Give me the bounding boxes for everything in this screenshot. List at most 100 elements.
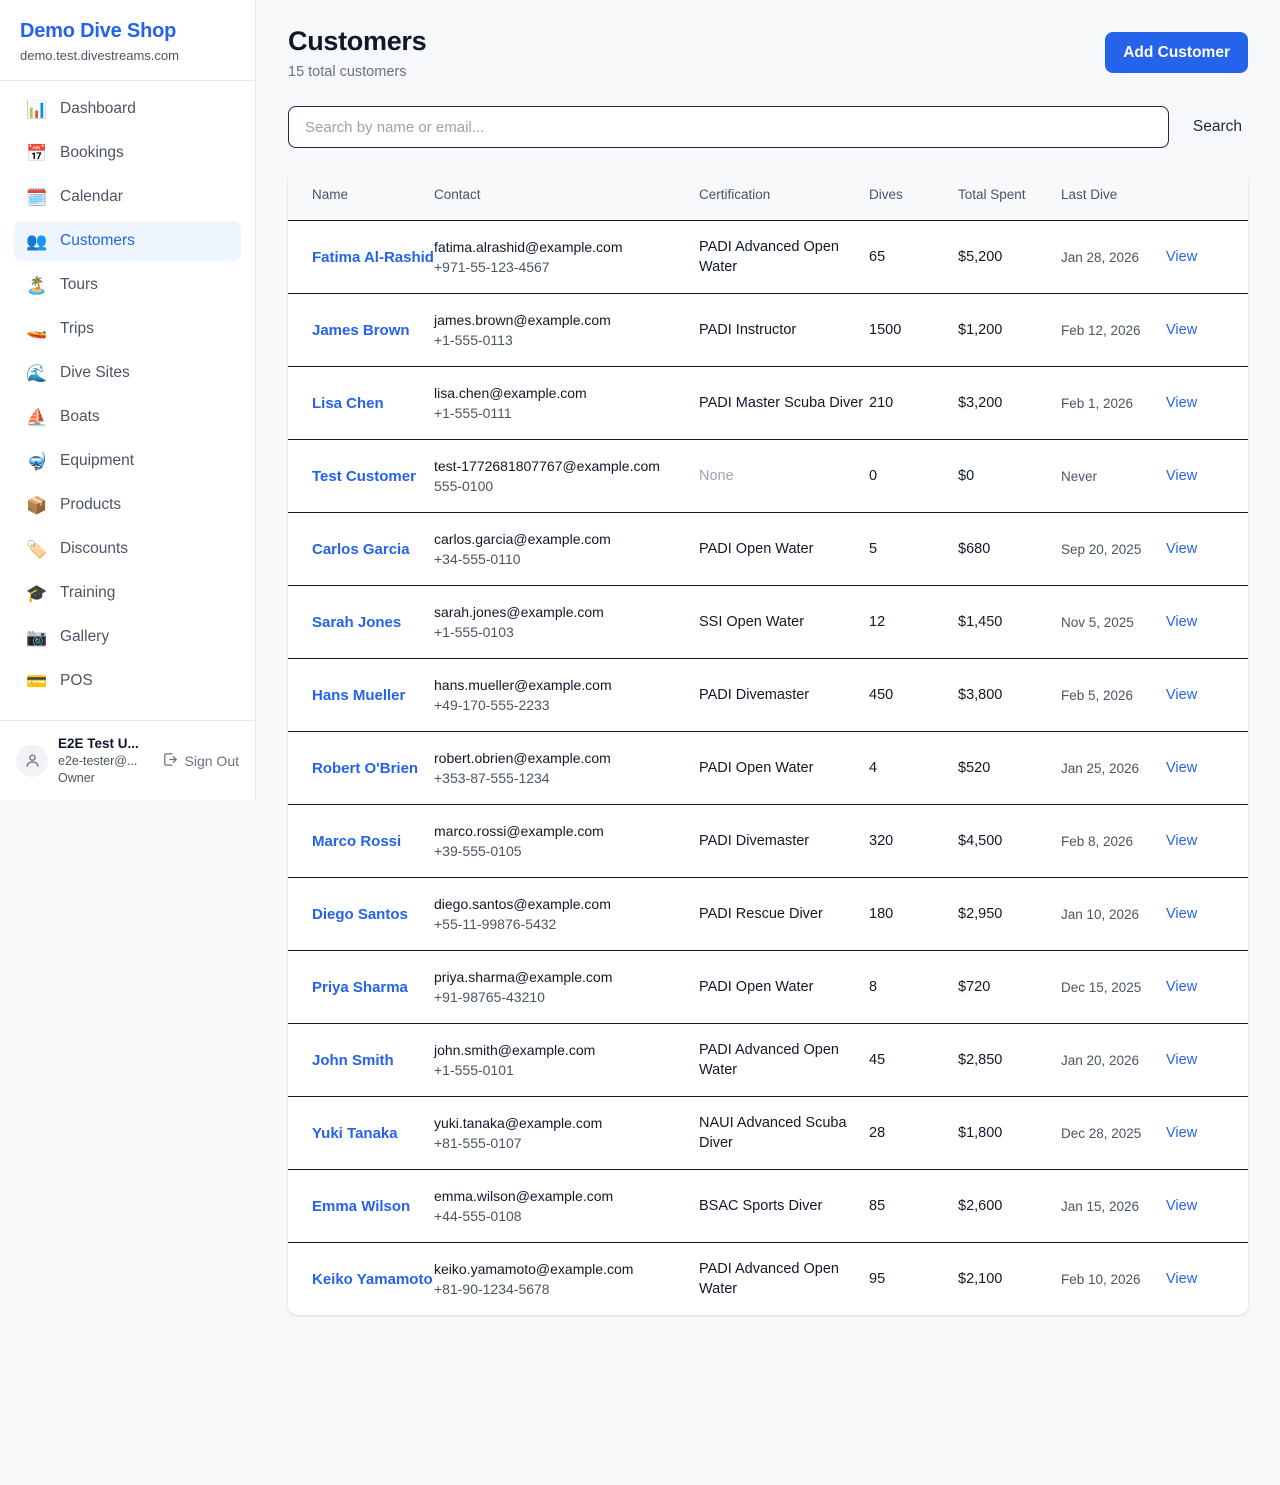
customer-last-dive: Jan 20, 2026 <box>1061 1052 1140 1068</box>
sidebar-item-equipment[interactable]: 🤿 Equipment <box>14 441 241 481</box>
customer-name-link[interactable]: Emma Wilson <box>312 1197 411 1215</box>
contact-group: fatima.alrashid@example.com +971-55-123-4… <box>434 237 699 277</box>
search-button[interactable]: Search <box>1187 112 1248 142</box>
table-head: Name Contact Certification Dives Total S… <box>288 170 1248 221</box>
cell-contact: keiko.yamamoto@example.com +81-90-1234-56… <box>434 1243 699 1316</box>
contact-group: marco.rossi@example.com +39-555-0105 <box>434 821 699 861</box>
cell-certification: PADI Instructor <box>699 293 869 367</box>
customer-certification: PADI Advanced Open Water <box>699 1261 839 1297</box>
customer-certification: PADI Advanced Open Water <box>699 239 839 275</box>
sidebar-item-boats[interactable]: ⛵ Boats <box>14 397 241 437</box>
people-icon: 👥 <box>26 231 48 251</box>
view-link[interactable]: View <box>1166 1271 1198 1287</box>
cell-actions: View <box>1166 804 1248 878</box>
cell-last-dive: Feb 5, 2026 <box>1061 658 1166 732</box>
cell-actions: View <box>1166 366 1248 440</box>
sign-out-button[interactable]: Sign Out <box>162 751 239 771</box>
view-link[interactable]: View <box>1166 1198 1198 1214</box>
customer-dives: 12 <box>869 614 886 630</box>
view-link[interactable]: View <box>1166 395 1198 411</box>
view-link[interactable]: View <box>1166 906 1198 922</box>
cell-actions: View <box>1166 950 1248 1024</box>
contact-group: keiko.yamamoto@example.com +81-90-1234-56… <box>434 1259 699 1299</box>
sidebar-item-gallery[interactable]: 📷 Gallery <box>14 617 241 657</box>
sidebar-item-dashboard[interactable]: 📊 Dashboard <box>14 89 241 129</box>
cell-certification: PADI Rescue Diver <box>699 877 869 951</box>
sidebar-item-dive-sites[interactable]: 🌊 Dive Sites <box>14 353 241 393</box>
customer-last-dive: Jan 15, 2026 <box>1061 1198 1140 1214</box>
bar-chart-icon: 📊 <box>26 99 48 119</box>
customer-certification: PADI Instructor <box>699 322 797 338</box>
customer-name-link[interactable]: Hans Mueller <box>312 686 406 704</box>
customer-name-link[interactable]: Robert O'Brien <box>312 759 419 777</box>
cell-last-dive: Never <box>1061 439 1166 513</box>
customer-certification: SSI Open Water <box>699 614 805 630</box>
customer-total-spent: $1,800 <box>958 1125 1003 1141</box>
cell-total-spent: $1,200 <box>958 293 1061 367</box>
cell-name: Lisa Chen <box>288 366 434 440</box>
cell-dives: 180 <box>869 877 958 951</box>
customer-phone: 555-0100 <box>434 478 494 494</box>
customer-phone: +81-90-1234-5678 <box>434 1281 550 1297</box>
view-link[interactable]: View <box>1166 468 1198 484</box>
customer-name-link[interactable]: James Brown <box>312 321 410 339</box>
camera-icon: 📷 <box>26 627 48 647</box>
customer-certification: PADI Advanced Open Water <box>699 1042 839 1078</box>
view-link[interactable]: View <box>1166 979 1198 995</box>
search-input[interactable] <box>288 106 1169 148</box>
cell-certification: PADI Advanced Open Water <box>699 1243 869 1316</box>
view-link[interactable]: View <box>1166 833 1198 849</box>
view-link[interactable]: View <box>1166 760 1198 776</box>
customer-name-link[interactable]: Carlos Garcia <box>312 540 410 558</box>
cell-dives: 95 <box>869 1243 958 1316</box>
table-row: Fatima Al-Rashid fatima.alrashid@example.… <box>288 220 1248 294</box>
cell-actions: View <box>1166 877 1248 951</box>
cell-actions: View <box>1166 658 1248 732</box>
cell-certification: PADI Divemaster <box>699 658 869 732</box>
avatar-icon <box>16 744 48 777</box>
sidebar-item-training[interactable]: 🎓 Training <box>14 573 241 613</box>
sidebar-item-pos[interactable]: 💳 POS <box>14 661 241 701</box>
view-link[interactable]: View <box>1166 614 1198 630</box>
customers-table-card: Name Contact Certification Dives Total S… <box>288 170 1248 1315</box>
cell-contact: priya.sharma@example.com +91-98765-43210 <box>434 950 699 1024</box>
customer-name-link[interactable]: Marco Rossi <box>312 832 402 850</box>
view-link[interactable]: View <box>1166 687 1198 703</box>
column-header-contact: Contact <box>434 170 699 221</box>
view-link[interactable]: View <box>1166 249 1198 265</box>
customer-name-link[interactable]: Yuki Tanaka <box>312 1124 398 1142</box>
customer-last-dive: Feb 12, 2026 <box>1061 322 1141 338</box>
customer-name-link[interactable]: Sarah Jones <box>312 613 402 631</box>
sidebar-item-products[interactable]: 📦 Products <box>14 485 241 525</box>
sidebar-item-tours[interactable]: 🏝️ Tours <box>14 265 241 305</box>
cell-last-dive: Feb 1, 2026 <box>1061 366 1166 440</box>
view-link[interactable]: View <box>1166 541 1198 557</box>
column-header-actions <box>1166 170 1248 221</box>
customer-name-link[interactable]: Diego Santos <box>312 905 408 923</box>
add-customer-button[interactable]: Add Customer <box>1105 32 1248 73</box>
customer-total-spent: $2,850 <box>958 1052 1003 1068</box>
sidebar-item-discounts[interactable]: 🏷️ Discounts <box>14 529 241 569</box>
customer-phone: +1-555-0103 <box>434 624 514 640</box>
customer-name-link[interactable]: Keiko Yamamoto <box>312 1270 433 1288</box>
sidebar-item-customers[interactable]: 👥 Customers <box>14 221 241 261</box>
brand-domain: demo.test.divestreams.com <box>20 48 179 63</box>
view-link[interactable]: View <box>1166 1052 1198 1068</box>
sidebar-item-label: Trips <box>60 320 94 337</box>
customer-name-link[interactable]: Lisa Chen <box>312 394 384 412</box>
customer-name-link[interactable]: Test Customer <box>312 467 416 485</box>
cell-total-spent: $3,800 <box>958 658 1061 732</box>
customer-name-link[interactable]: Priya Sharma <box>312 978 408 996</box>
customer-total-spent: $3,200 <box>958 395 1003 411</box>
sidebar-item-calendar[interactable]: 🗓️ Calendar <box>14 177 241 217</box>
table-row: Test Customer test-1772681807767@example.… <box>288 439 1248 513</box>
sidebar-item-bookings[interactable]: 📅 Bookings <box>14 133 241 173</box>
sidebar-item-trips[interactable]: 🚤 Trips <box>14 309 241 349</box>
customer-name-link[interactable]: Fatima Al-Rashid <box>312 248 434 266</box>
view-link[interactable]: View <box>1166 1125 1198 1141</box>
cell-total-spent: $2,100 <box>958 1243 1061 1316</box>
view-link[interactable]: View <box>1166 322 1198 338</box>
cell-total-spent: $4,500 <box>958 804 1061 878</box>
sidebar-item-label: Training <box>60 584 116 601</box>
customer-name-link[interactable]: John Smith <box>312 1051 394 1069</box>
